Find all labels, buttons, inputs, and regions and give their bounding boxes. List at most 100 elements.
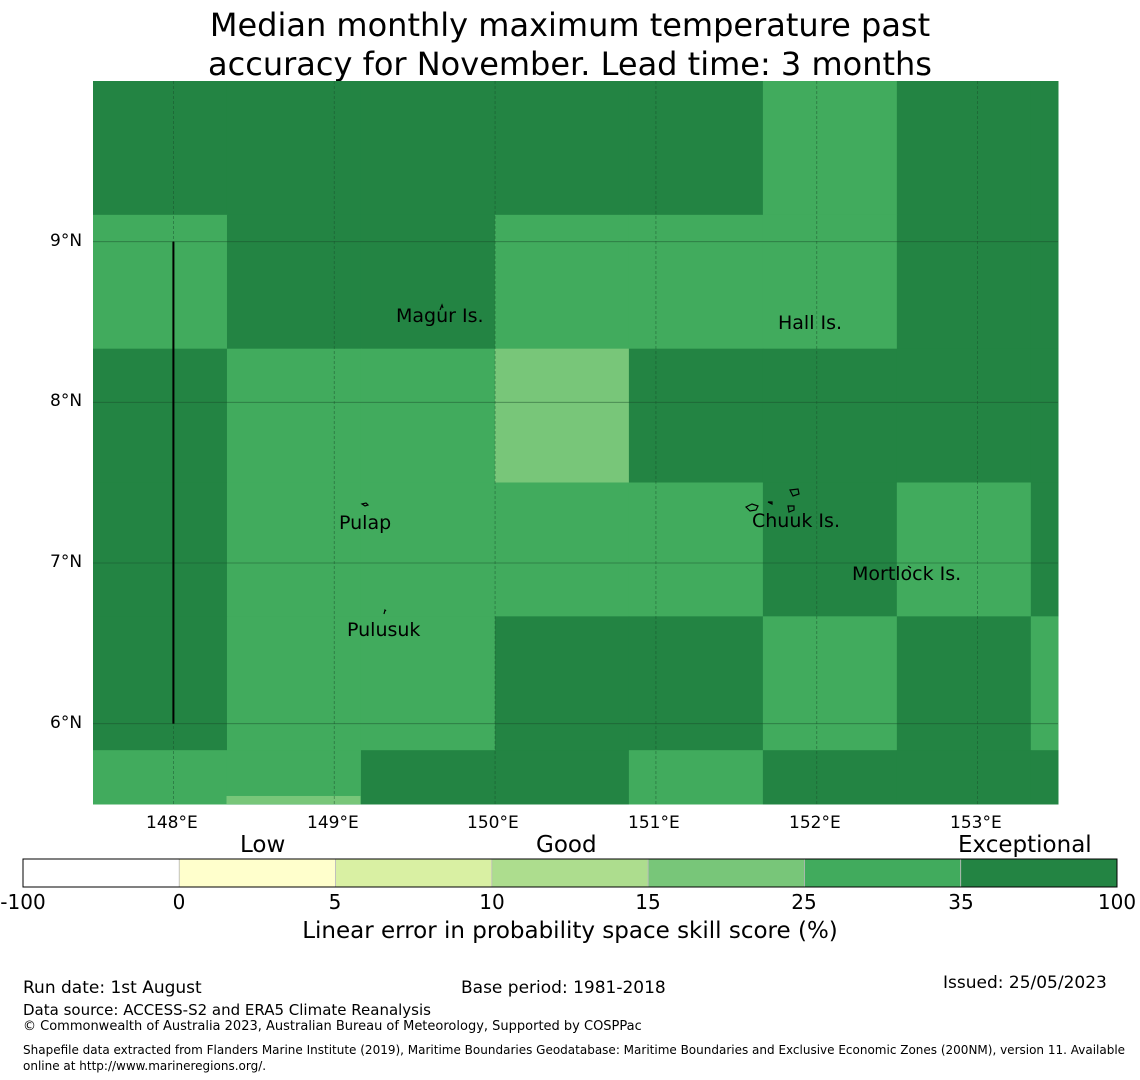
skill-cell	[762, 482, 898, 617]
island-outline	[744, 503, 759, 512]
skill-cell	[226, 616, 362, 751]
colorbar-tick: 15	[635, 890, 661, 914]
skill-cell	[896, 750, 1032, 805]
lat-tick-7: 7°N	[50, 552, 83, 572]
skill-cell	[360, 214, 496, 350]
skill-cell	[226, 348, 362, 484]
skill-cell	[896, 214, 1032, 350]
colorbar-swatch	[804, 858, 962, 888]
colorbar-frame	[22, 858, 1118, 888]
place-label-chuuk: Chuuk Is.	[752, 510, 840, 532]
island-outlines	[360, 303, 912, 615]
skill-cell	[360, 482, 496, 617]
skill-cell	[896, 348, 1032, 484]
skill-cell	[494, 81, 630, 216]
lon-tick-150: 150°E	[467, 813, 519, 833]
skill-cell	[93, 81, 228, 216]
base-period: Base period: 1981-2018	[461, 978, 666, 998]
place-label-pulap: Pulap	[339, 512, 392, 534]
skill-grid	[93, 81, 1059, 805]
lat-tick-9: 9°N	[50, 231, 83, 251]
skill-cell	[1030, 348, 1059, 484]
skill-cell	[762, 348, 898, 484]
place-label-magur: Magur Is.	[396, 305, 484, 327]
skill-cell	[360, 81, 496, 216]
colorbar	[22, 858, 1118, 888]
skill-cell	[1030, 81, 1059, 216]
island-outline	[789, 488, 800, 497]
lat-tick-6: 6°N	[50, 713, 83, 733]
island-outline	[383, 608, 387, 615]
shapefile-credit: Shapefile data extracted from Flanders M…	[23, 1043, 1126, 1073]
colorbar-tick: -100	[0, 890, 46, 914]
colorbar-swatch	[178, 858, 336, 888]
colorbar-label: Linear error in probability space skill …	[302, 918, 838, 944]
graticule	[93, 81, 1058, 804]
skill-cell	[226, 795, 361, 804]
lon-tick-152: 152°E	[789, 813, 841, 833]
skill-cell	[494, 750, 630, 805]
place-label-hall: Hall Is.	[778, 312, 843, 334]
skill-cell	[93, 482, 228, 617]
place-label-mortlock: Mortlock Is.	[852, 563, 962, 585]
lon-tick-148: 148°E	[146, 813, 198, 833]
lat-tick-8: 8°N	[50, 391, 83, 411]
colorbar-swatch	[647, 858, 805, 888]
skill-cell	[494, 482, 630, 617]
colorbar-tick: 100	[1097, 890, 1137, 914]
lon-tick-153: 153°E	[950, 813, 1002, 833]
colorbar-tick: 25	[791, 890, 817, 914]
skill-cell	[1030, 482, 1059, 617]
skill-cell	[93, 214, 228, 350]
skill-cell	[762, 750, 898, 805]
skill-cell	[896, 482, 1032, 617]
colorbar-swatch	[22, 858, 180, 888]
title-line-1: Median monthly maximum temperature past	[209, 6, 931, 44]
colorbar-category-low: Low	[240, 832, 286, 858]
issued-date: Issued: 25/05/2023	[943, 973, 1107, 993]
copyright-notice: © Commonwealth of Australia 2023, Austra…	[23, 1019, 642, 1034]
colorbar-tick: 0	[172, 890, 186, 914]
skill-cell	[226, 214, 362, 350]
colorbar-category-good: Good	[536, 832, 597, 858]
skill-cell	[494, 616, 630, 751]
skill-cell	[628, 214, 764, 350]
skill-cell	[1030, 750, 1059, 805]
skill-cell	[628, 616, 764, 751]
skill-cell	[360, 750, 496, 805]
skill-cell	[93, 348, 228, 484]
skill-cell	[896, 616, 1032, 751]
skill-cell	[494, 348, 630, 484]
island-outline	[360, 502, 370, 507]
skill-cell	[226, 81, 362, 216]
colorbar-swatch	[960, 858, 1118, 888]
skill-cell	[1030, 214, 1059, 350]
colorbar-tick: 10	[479, 890, 505, 914]
skill-cell	[628, 750, 764, 805]
skill-cell	[628, 81, 764, 216]
skill-cell	[494, 214, 630, 350]
skill-cell	[360, 348, 496, 484]
run-date: Run date: 1st August	[23, 978, 202, 998]
colorbar-category-exceptional: Exceptional	[958, 832, 1092, 858]
island-outline	[907, 565, 912, 569]
skill-cell	[226, 750, 362, 805]
skill-cell	[93, 616, 228, 751]
skill-cell	[896, 81, 1032, 216]
skill-cell	[360, 616, 496, 751]
colorbar-swatch	[491, 858, 649, 888]
island-outline	[787, 505, 795, 513]
skill-cell	[93, 750, 228, 805]
skill-cell	[762, 214, 898, 350]
title-line-2: accuracy for November. Lead time: 3 mont…	[208, 45, 932, 83]
island-outline	[767, 501, 773, 505]
skill-cell	[1030, 616, 1059, 751]
data-source: Data source: ACCESS-S2 and ERA5 Climate …	[23, 1001, 431, 1019]
skill-cell	[628, 348, 764, 484]
lon-tick-149: 149°E	[307, 813, 359, 833]
island-outline	[439, 303, 444, 311]
skill-cell	[226, 482, 362, 617]
map-title: Median monthly maximum temperature past …	[0, 6, 1140, 84]
colorbar-swatch	[335, 858, 493, 888]
